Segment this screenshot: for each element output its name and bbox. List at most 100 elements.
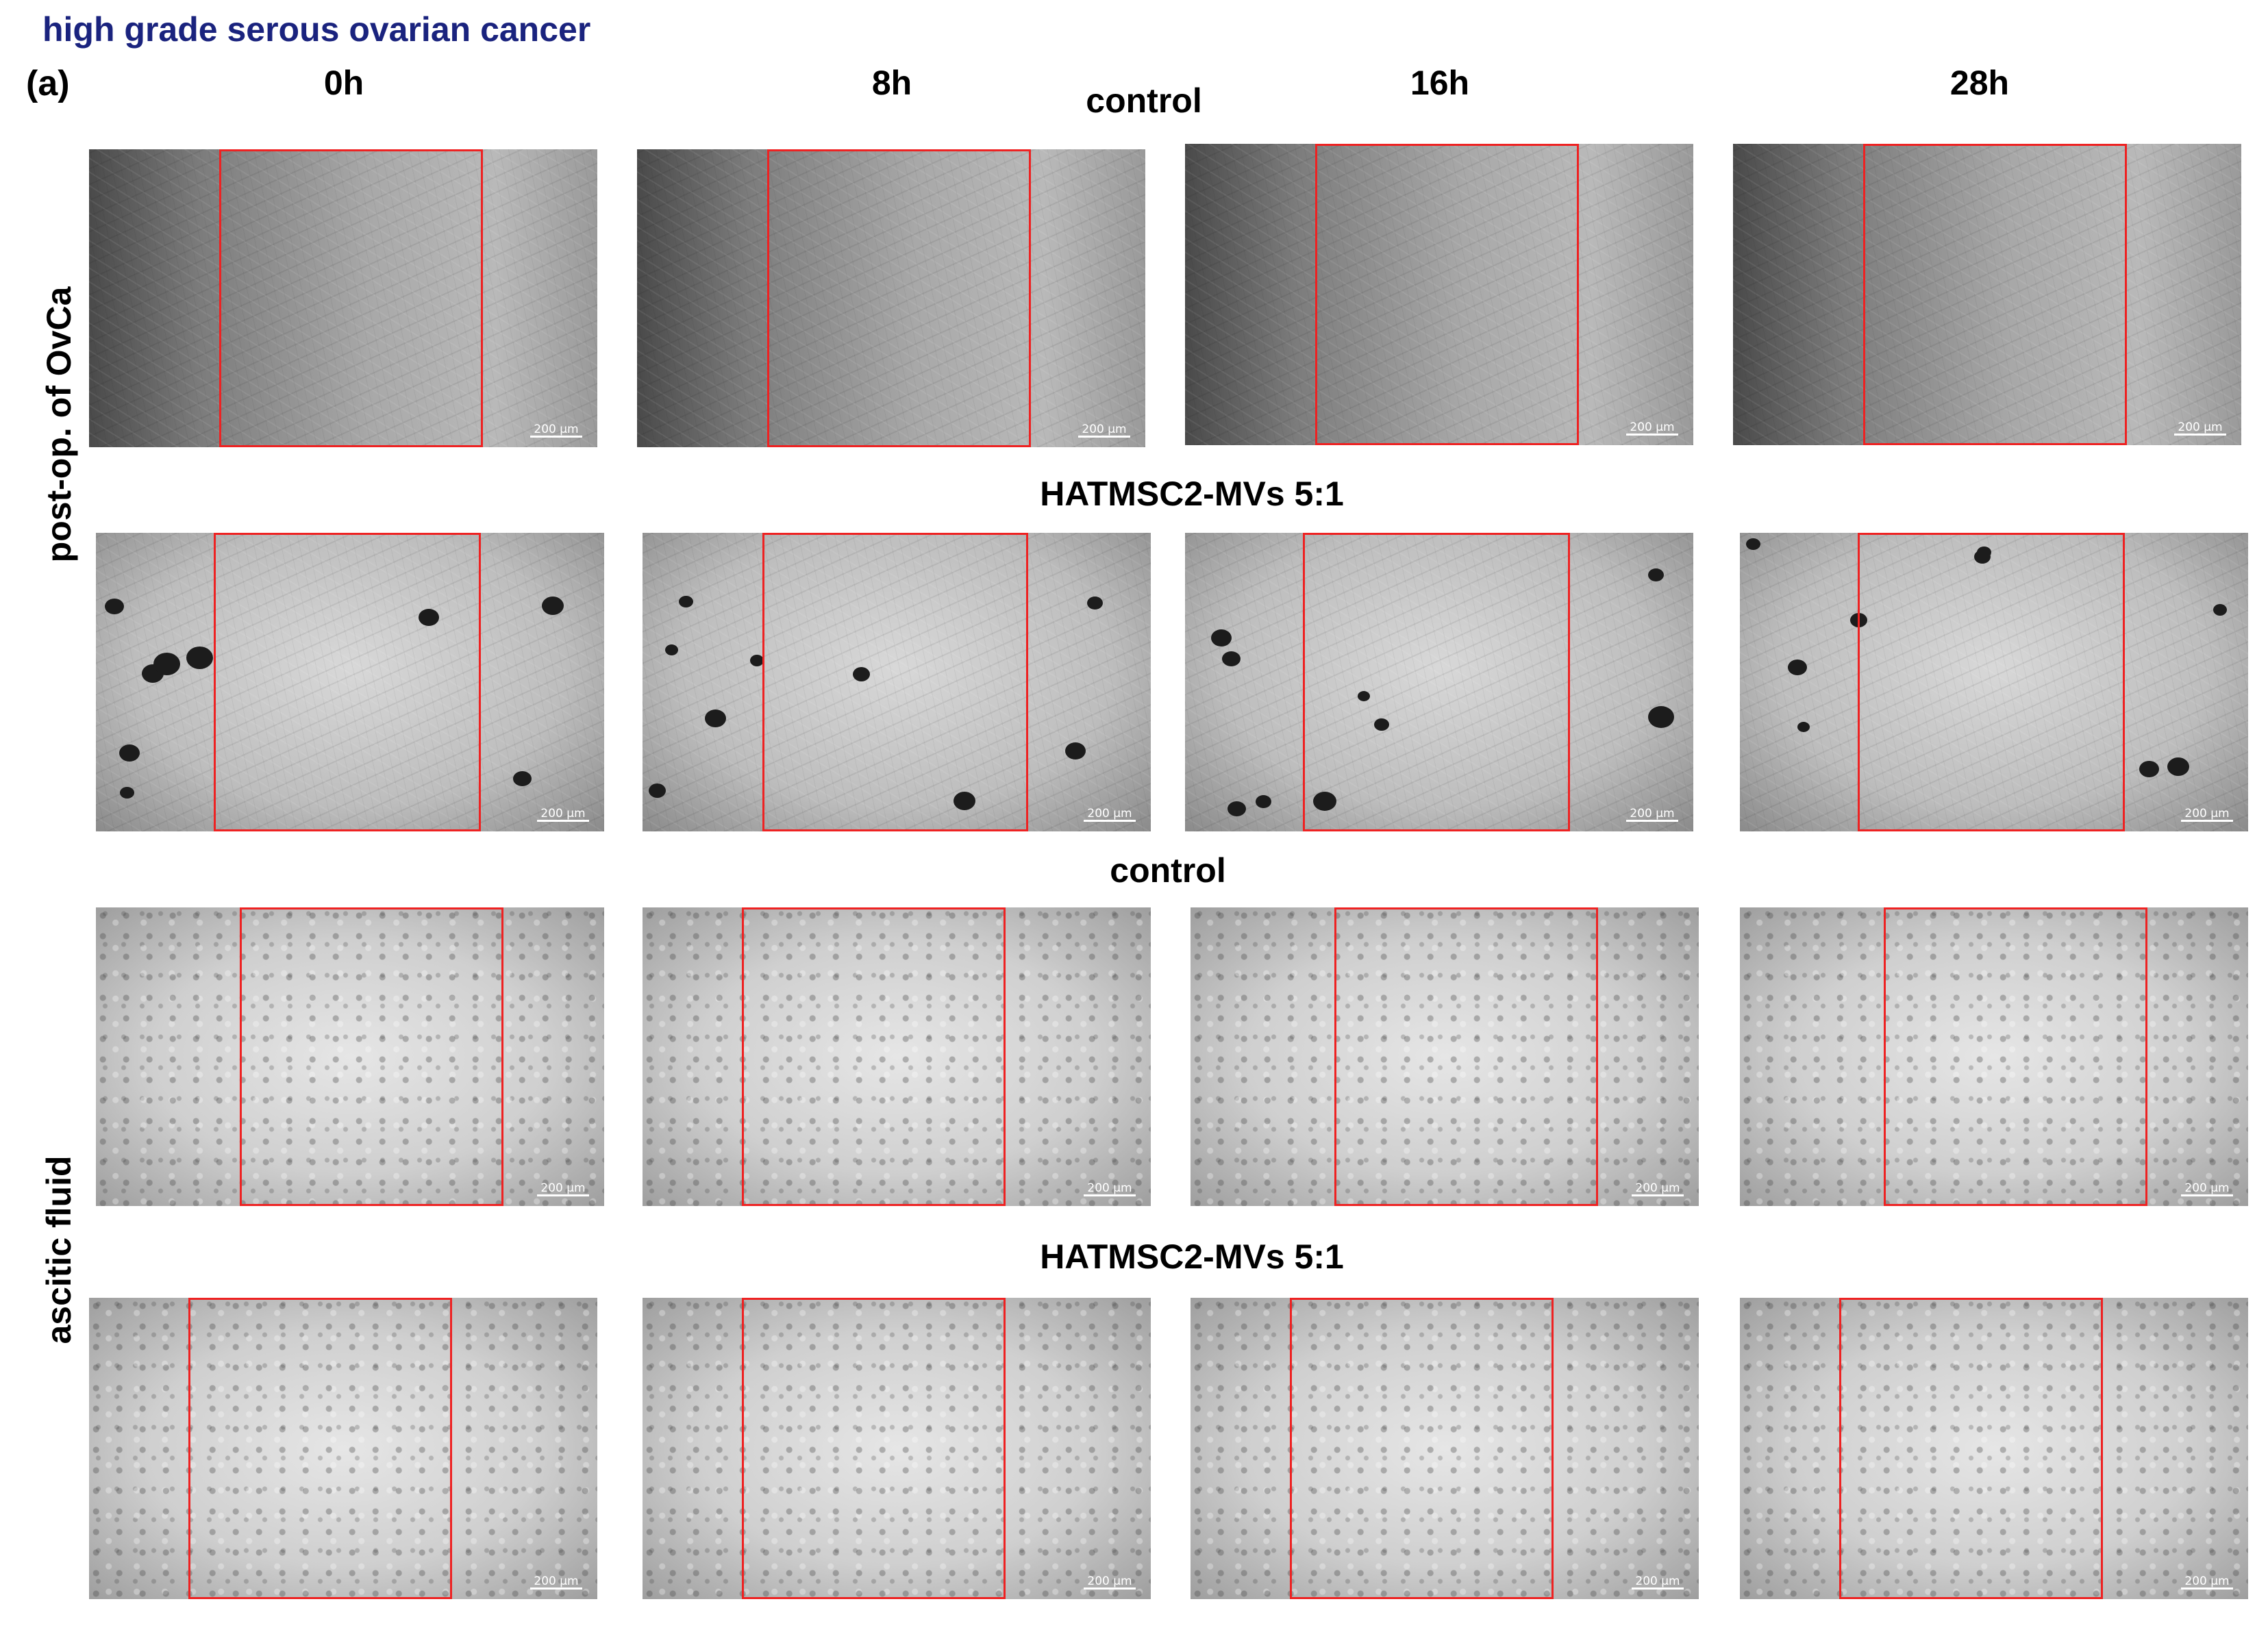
micrograph-background <box>1185 144 1693 445</box>
micrograph-background <box>1185 533 1693 831</box>
micrograph-background <box>1733 144 2241 445</box>
wound-area-box <box>767 149 1031 447</box>
cell-clump <box>2167 757 2189 776</box>
cell-clump <box>2213 604 2227 616</box>
scale-bar: 200 µm <box>2181 807 2233 822</box>
wound-area-box <box>1334 907 1598 1206</box>
cell-clump <box>1358 691 1370 701</box>
cell-clump <box>1211 629 1232 646</box>
wound-area-box <box>188 1298 452 1599</box>
cell-texture <box>1740 907 2248 1206</box>
cell-texture <box>1185 533 1693 831</box>
cell-clump <box>705 710 726 727</box>
cell-clump <box>542 597 564 615</box>
micrograph-r1-28h: 200 µm <box>1733 144 2241 445</box>
micrograph-background <box>643 907 1151 1206</box>
micrograph-r1-0h: 200 µm <box>89 149 597 447</box>
cell-clump <box>853 667 870 681</box>
cell-clump <box>1374 718 1389 731</box>
cell-texture <box>637 149 1145 447</box>
scale-bar: 200 µm <box>530 1575 582 1590</box>
cell-texture <box>643 907 1151 1206</box>
cell-texture <box>89 1298 597 1599</box>
micrograph-r4-8h: 200 µm <box>643 1298 1151 1599</box>
timepoint-label-8h: 8h <box>871 64 912 102</box>
cell-clump <box>186 646 213 669</box>
micrograph-r2-8h: 200 µm <box>643 533 1151 831</box>
cell-clump <box>1087 597 1103 610</box>
wound-area-box <box>742 907 1006 1206</box>
micrograph-r4-16h: 200 µm <box>1191 1298 1699 1599</box>
cell-texture <box>1733 144 2241 445</box>
micrograph-r4-28h: 200 µm <box>1740 1298 2248 1599</box>
micrograph-background <box>1191 1298 1699 1599</box>
wound-area-box <box>240 907 503 1206</box>
timepoint-label-16h: 16h <box>1410 64 1470 102</box>
wound-area-box <box>742 1298 1006 1599</box>
cell-clump <box>105 599 124 614</box>
cell-clump <box>1222 651 1241 666</box>
micrograph-r3-8h: 200 µm <box>643 907 1151 1206</box>
cell-clump <box>1256 795 1271 808</box>
cell-clump <box>153 653 180 675</box>
cell-clump <box>119 744 140 762</box>
cell-texture <box>1185 144 1693 445</box>
micrograph-background <box>1740 907 2248 1206</box>
wound-area-box <box>219 149 483 447</box>
cell-clump <box>1313 792 1336 811</box>
timepoint-label-28h: 28h <box>1949 64 2010 102</box>
row-group-label-postop: post-op. of OvCa <box>40 286 78 563</box>
wound-area-box <box>1858 533 2125 831</box>
figure-title: high grade serous ovarian cancer <box>42 10 591 49</box>
cell-texture <box>1191 907 1699 1206</box>
wound-area-box <box>1884 907 2147 1206</box>
cell-clump <box>1797 722 1810 732</box>
cell-texture <box>1191 1298 1699 1599</box>
wound-area-box <box>1315 144 1579 445</box>
cell-texture <box>1740 1298 2248 1599</box>
cell-clump <box>1746 538 1760 550</box>
cell-clump <box>419 609 439 626</box>
scale-bar: 200 µm <box>1078 423 1130 438</box>
condition-label-row3: control <box>1110 851 1226 890</box>
cell-clump <box>1648 568 1664 581</box>
micrograph-r2-0h: 200 µm <box>96 533 604 831</box>
micrograph-background <box>643 533 1151 831</box>
micrograph-r2-28h: 200 µm <box>1740 533 2248 831</box>
cell-clump <box>665 644 678 655</box>
wound-area-box <box>214 533 481 831</box>
micrograph-background <box>637 149 1145 447</box>
micrograph-background <box>96 907 604 1206</box>
panel-label: (a) <box>26 64 70 103</box>
cell-clump <box>750 655 764 666</box>
scale-bar: 200 µm <box>2174 421 2226 436</box>
scale-bar: 200 µm <box>537 1182 589 1196</box>
cell-texture <box>643 533 1151 831</box>
scale-bar: 200 µm <box>537 807 589 822</box>
wound-area-box <box>1303 533 1570 831</box>
cell-clump <box>513 771 532 786</box>
wound-area-box <box>1863 144 2127 445</box>
micrograph-r1-16h: 200 µm <box>1185 144 1693 445</box>
cell-clump <box>679 596 693 607</box>
scale-bar: 200 µm <box>1084 1575 1136 1590</box>
micrograph-background <box>89 149 597 447</box>
micrograph-r4-0h: 200 µm <box>89 1298 597 1599</box>
cell-clump <box>954 792 975 810</box>
scale-bar: 200 µm <box>1626 807 1678 822</box>
micrograph-background <box>1191 907 1699 1206</box>
wound-area-box <box>762 533 1028 831</box>
scale-bar: 200 µm <box>1632 1575 1684 1590</box>
micrograph-r3-0h: 200 µm <box>96 907 604 1206</box>
cell-texture <box>89 149 597 447</box>
cell-clump <box>120 787 134 799</box>
condition-label-row4: HATMSC2-MVs 5:1 <box>1040 1238 1344 1276</box>
cell-texture <box>1740 533 2248 831</box>
scale-bar: 200 µm <box>1626 421 1678 436</box>
micrograph-r2-16h: 200 µm <box>1185 533 1693 831</box>
micrograph-background <box>1740 1298 2248 1599</box>
cell-clump <box>1065 742 1086 759</box>
timepoint-label-0h: 0h <box>323 64 364 102</box>
micrograph-background <box>89 1298 597 1599</box>
cell-texture <box>643 1298 1151 1599</box>
